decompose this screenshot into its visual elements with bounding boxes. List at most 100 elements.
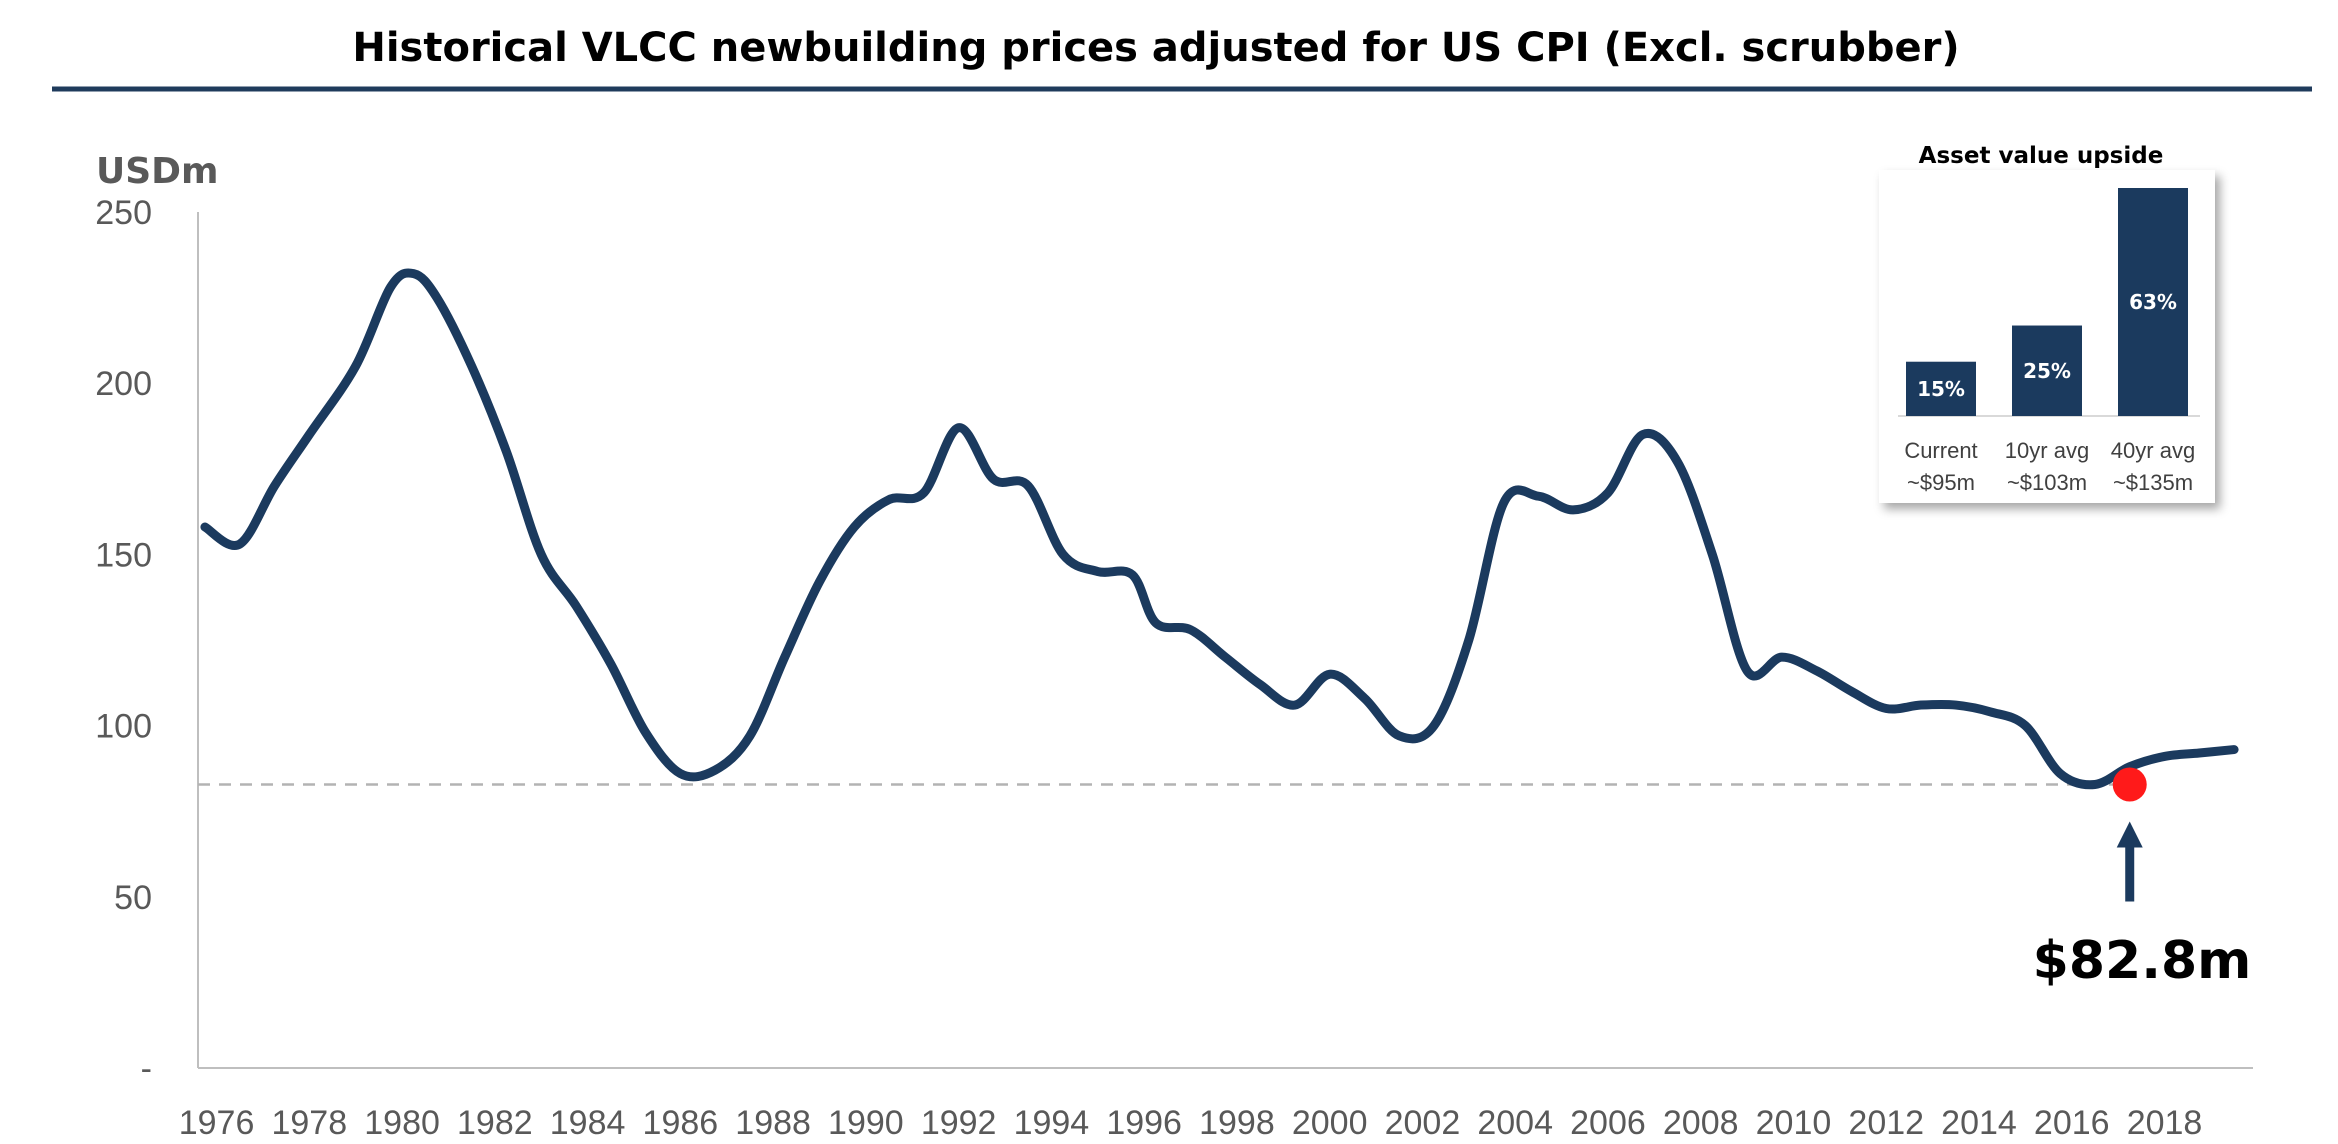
inset-bar-label: Current [1904, 438, 1977, 463]
x-tick-label: 2016 [2034, 1104, 2110, 1142]
inset-bar [1906, 361, 1976, 416]
series-point [955, 424, 963, 432]
series-point [1569, 506, 1577, 514]
series-point [1639, 431, 1647, 439]
series-point [676, 770, 684, 778]
x-tick-label: 2012 [1848, 1104, 1924, 1142]
x-axis-ticks: 1976 1978 1980 1982 1984 1986 1988 1990 1992 1994… [179, 1104, 2203, 1142]
series-point [537, 550, 545, 558]
x-tick-label: 2000 [1292, 1104, 1368, 1142]
y-tick-label: 100 [95, 708, 152, 746]
current-price-callout: $82.8m [2033, 931, 2252, 991]
series-point [1291, 701, 1299, 709]
inset-bars: 15% Current ~$95m 25% 10yr avg ~$103m 63% 40yr … [1904, 188, 2195, 495]
inset-bar-value: 25% [2023, 359, 2071, 383]
series-point [1326, 670, 1334, 678]
series-point [1674, 458, 1682, 466]
x-tick-label: 1980 [364, 1104, 440, 1142]
series-point [1778, 653, 1786, 661]
series-point [1395, 732, 1403, 740]
series-point [1094, 568, 1102, 576]
series-point [1465, 636, 1473, 644]
series-point [642, 728, 650, 736]
series-point [1500, 499, 1508, 507]
x-tick-label: 1984 [550, 1104, 626, 1142]
price-series-line [200, 268, 2239, 790]
series-point [1430, 722, 1438, 730]
series-point [1813, 667, 1821, 675]
x-tick-label: 1986 [643, 1104, 719, 1142]
series-point [1604, 489, 1612, 497]
series-point [2021, 722, 2029, 730]
series-point [1882, 704, 1890, 712]
inset-title: Asset value upside [1919, 143, 2164, 169]
current-price-marker [2112, 767, 2147, 802]
x-tick-label: 2004 [1477, 1104, 1553, 1142]
callout-arrow-head [2116, 821, 2143, 848]
inset-bar-label: 10yr avg [2005, 438, 2089, 463]
x-tick-label: 1988 [735, 1104, 811, 1142]
series-point [1847, 687, 1855, 695]
series-point [1987, 708, 1995, 716]
series-point [433, 294, 441, 302]
series-point [2195, 749, 2203, 757]
y-tick-label: 250 [95, 194, 152, 232]
y-tick-label: - [141, 1050, 152, 1088]
series-point [1360, 694, 1368, 702]
series-point [201, 523, 209, 531]
inset-bar-sublabel: ~$95m [1907, 470, 1975, 495]
y-tick-label: 50 [114, 879, 152, 917]
y-tick-label: 200 [95, 365, 152, 403]
series-point [1256, 681, 1264, 689]
y-tick-label: 150 [95, 536, 152, 574]
series-point [1534, 492, 1542, 500]
x-tick-label: 2018 [2127, 1104, 2203, 1142]
x-tick-label: 1994 [1014, 1104, 1090, 1142]
y-axis-label: USDm [96, 151, 219, 192]
series-point [2056, 770, 2064, 778]
series-point [502, 448, 510, 456]
inset-bar-value: 63% [2129, 290, 2177, 314]
inset-bar-value: 15% [1917, 377, 1965, 401]
series-point [989, 475, 997, 483]
series-point [410, 270, 418, 278]
series-point [1708, 550, 1716, 558]
x-tick-label: 1982 [457, 1104, 533, 1142]
x-tick-label: 1996 [1106, 1104, 1182, 1142]
series-point [781, 653, 789, 661]
chart-title: Historical VLCC newbuilding prices adjus… [352, 25, 1959, 71]
x-tick-label: 2008 [1663, 1104, 1739, 1142]
x-tick-label: 2014 [1941, 1104, 2017, 1142]
series-point [1221, 653, 1229, 661]
series-point [2230, 746, 2238, 754]
series-point [1952, 701, 1960, 709]
inset-bar [2118, 188, 2188, 416]
series-point [2091, 780, 2099, 788]
y-axis-ticks: - 50 100 150 200 250 [95, 194, 152, 1088]
x-tick-label: 1990 [828, 1104, 904, 1142]
series-point [815, 578, 823, 586]
series-point [850, 523, 858, 531]
inset-bar-sublabel: ~$103m [2007, 470, 2087, 495]
series-point [352, 362, 360, 370]
series-point [572, 602, 580, 610]
series-point [607, 660, 615, 668]
series-point [1152, 619, 1160, 627]
x-tick-label: 2010 [1756, 1104, 1832, 1142]
x-tick-label: 1992 [921, 1104, 997, 1142]
series-point [1129, 571, 1137, 579]
inset-bar-sublabel: ~$135m [2113, 470, 2193, 495]
asset-value-upside-inset: Asset value upside 15% Current ~$95m 25% 10y… [1879, 143, 2215, 503]
x-tick-label: 2002 [1385, 1104, 1461, 1142]
x-tick-label: 1998 [1199, 1104, 1275, 1142]
series-point [1743, 667, 1751, 675]
series-point [920, 489, 928, 497]
series-point [305, 431, 313, 439]
inset-bar-label: 40yr avg [2111, 438, 2195, 463]
series-point [746, 732, 754, 740]
series-point [1187, 626, 1195, 634]
series-point [1059, 550, 1067, 558]
series-point [2161, 752, 2169, 760]
x-tick-label: 1978 [271, 1104, 347, 1142]
